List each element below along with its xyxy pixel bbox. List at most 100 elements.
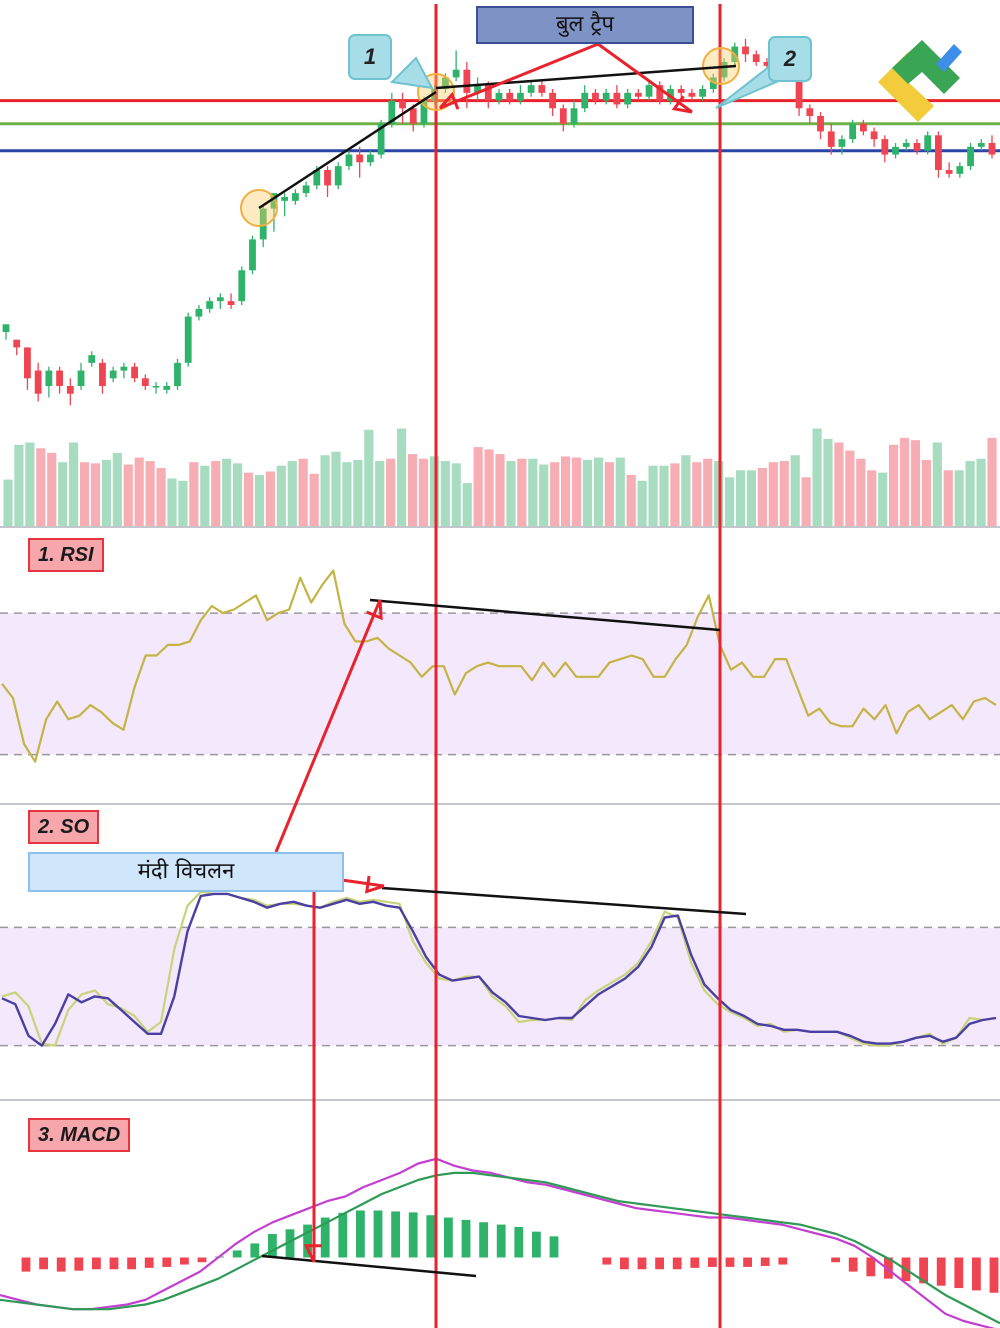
macd-histogram-bar (250, 1243, 260, 1258)
volume-bar (681, 455, 691, 526)
bull-trap-label: बुल ट्रैप (476, 6, 694, 44)
macd-histogram-bar (356, 1210, 365, 1258)
candle-body (859, 123, 867, 132)
rsi-divergence-line (369, 598, 721, 632)
volume-bar (571, 457, 582, 526)
candle-body (827, 131, 835, 147)
macd-histogram-bar (989, 1257, 999, 1293)
macd-histogram-bar (373, 1210, 383, 1258)
volume-bar (517, 458, 527, 526)
candle-body (334, 166, 342, 186)
macd-histogram-bar (408, 1212, 418, 1258)
candle-body (420, 100, 428, 124)
candle-body (806, 108, 814, 116)
candle-body (24, 347, 31, 379)
candle-body (356, 154, 364, 163)
volume-bar (954, 470, 964, 526)
macd-histogram-bar (672, 1257, 682, 1270)
macd-histogram-bar (936, 1257, 946, 1286)
candle-body (945, 170, 953, 174)
candle-body (977, 143, 985, 147)
candle-body (141, 378, 149, 386)
arrow-to-point-1-head (438, 91, 460, 110)
volume-bar (156, 468, 166, 526)
macd-histogram-bar (514, 1226, 524, 1258)
macd-histogram-bar (180, 1257, 189, 1265)
volume-bar (25, 442, 35, 526)
volume-bar (976, 458, 986, 526)
candle-body (613, 92, 621, 105)
candle-body (592, 92, 599, 101)
point-1-bubble: 1 (348, 34, 392, 80)
volume-bar (823, 439, 833, 526)
candle-body (206, 301, 214, 309)
volume-bar (539, 464, 549, 526)
macd-histogram-bar (549, 1236, 559, 1258)
rsi-panel-label: 1. RSI (28, 538, 104, 572)
volume-bar (965, 461, 975, 526)
price-candles (2, 38, 996, 406)
candle-body (270, 193, 278, 209)
volume-bar (233, 463, 243, 526)
volume-bar (921, 459, 931, 526)
volume-bar (473, 447, 483, 526)
candle-body (656, 85, 664, 101)
volume-bar (626, 474, 636, 526)
brand-logo-icon (878, 40, 962, 122)
volume-bar (451, 463, 461, 526)
candle-body (956, 166, 964, 174)
candle-body (967, 146, 974, 167)
volume-bar (593, 457, 603, 526)
candle-body (688, 92, 696, 97)
macd-histogram-bar (127, 1257, 136, 1270)
macd-histogram-bar (232, 1250, 242, 1258)
candle-body (184, 316, 192, 363)
macd-histogram-bar (743, 1257, 752, 1267)
macd-histogram-bar (461, 1219, 471, 1258)
bearish-divergence-label: मंदी विचलन (28, 852, 344, 892)
candle-body (163, 386, 171, 390)
volume-bar (342, 462, 352, 526)
macd-histogram-bar (620, 1257, 629, 1270)
volume-bar (889, 444, 899, 526)
volume-bar (561, 456, 571, 526)
volume-bar (746, 470, 757, 526)
volume-bar (90, 463, 101, 526)
so-divergence-line (381, 886, 747, 916)
macd-histogram-bar (320, 1217, 330, 1258)
candle-body (56, 370, 63, 386)
volume-bar (3, 479, 13, 526)
volume-bar (495, 454, 505, 526)
candle-body (259, 208, 267, 240)
candle-body (634, 92, 642, 97)
volume-bar (276, 465, 286, 526)
candle-body (935, 135, 942, 170)
volume-bar (757, 468, 767, 526)
candle-body (88, 355, 96, 363)
volume-bar (320, 455, 330, 526)
volume-bar (101, 459, 111, 526)
macd-line (0, 1157, 996, 1328)
volume-bar (582, 459, 593, 526)
volume-bar (659, 465, 669, 526)
macd-histogram-bar (391, 1211, 400, 1258)
volume-bar (353, 459, 363, 526)
candle-body (742, 46, 749, 55)
volume-bar (407, 454, 418, 526)
candle-body (120, 366, 128, 371)
macd-histogram-bar (760, 1257, 770, 1266)
volume-bar (397, 428, 407, 526)
rsi-line (1, 569, 997, 763)
arrow-to-point-2-head (671, 95, 693, 114)
so-panel-label: 2. SO (28, 810, 100, 844)
candle-body (249, 239, 256, 271)
candle-body (34, 370, 42, 394)
volume-bar (637, 480, 647, 526)
candle-body (302, 185, 310, 194)
candle-body (13, 339, 21, 348)
macd-histogram-bar (109, 1257, 119, 1270)
volume-bar (254, 474, 265, 526)
candle-body (699, 89, 707, 97)
candle-body (109, 370, 117, 379)
